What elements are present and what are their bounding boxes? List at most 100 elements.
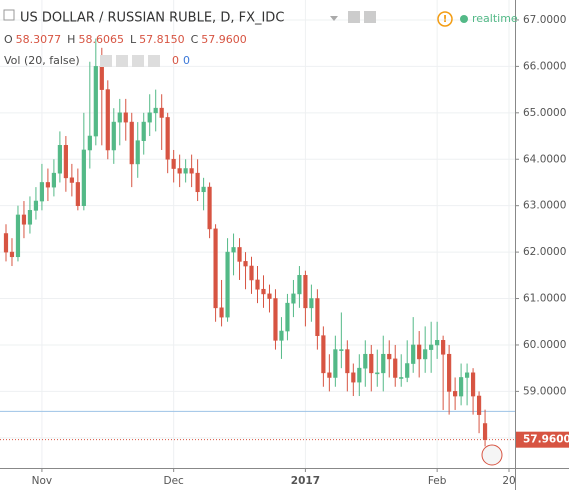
y-tick-label: 65.0000 <box>523 107 566 119</box>
candle-body <box>351 372 356 383</box>
status-dot <box>460 15 468 23</box>
plot <box>0 38 515 447</box>
vol-hide-icon[interactable] <box>116 55 128 67</box>
candle-body <box>447 353 452 392</box>
candle-body <box>345 349 350 374</box>
x-tick-label: 2017 <box>291 475 320 487</box>
candle-body <box>441 340 446 355</box>
candle-body <box>423 349 428 360</box>
candle-body <box>464 372 470 378</box>
ohlc-legend: O 58.3077 H 58.6065 L 57.8150 C 57.9600 <box>4 33 247 46</box>
symbol-icon[interactable] <box>3 9 15 21</box>
candle-body <box>3 233 9 253</box>
vol-settings-icon[interactable] <box>100 55 112 67</box>
candle-body <box>405 363 410 378</box>
candle-body <box>135 140 140 165</box>
candle-body <box>381 353 386 374</box>
candle-body <box>291 293 296 304</box>
candle-body <box>243 261 248 267</box>
candle-body <box>189 168 194 174</box>
candle-body <box>476 395 482 415</box>
chart-title: US DOLLAR / RUSSIAN RUBLE, D, FX_IDC <box>20 11 284 26</box>
x-tick-label: Feb <box>428 475 447 487</box>
candle-body <box>453 391 458 397</box>
candle-body <box>399 377 404 379</box>
y-tick-label: 66.0000 <box>523 60 566 72</box>
candle-body <box>387 353 392 360</box>
ohlc-key: H <box>67 33 75 46</box>
candle-body <box>303 275 308 309</box>
candle-body <box>231 247 236 253</box>
candle-body <box>339 349 344 351</box>
candle-body <box>75 182 80 206</box>
candle-body <box>273 298 278 341</box>
candle-body <box>105 89 110 151</box>
candle-body <box>99 66 104 90</box>
candle-body <box>9 251 15 258</box>
candle-body <box>470 372 476 397</box>
candle-body <box>141 121 146 141</box>
vol-more-icon[interactable] <box>132 55 144 67</box>
candle-body <box>93 66 98 137</box>
ohlc-value: 58.6065 <box>78 33 124 46</box>
candle-body <box>201 186 206 193</box>
candle-body <box>153 107 158 114</box>
x-tick-label: Nov <box>32 475 53 487</box>
candle-body <box>363 353 368 369</box>
candle-body <box>297 275 302 295</box>
y-tick-label: 63.0000 <box>523 200 566 212</box>
candle-body <box>369 353 374 374</box>
candle-body <box>123 112 128 123</box>
candle-body <box>375 372 380 375</box>
candle-body <box>183 168 188 174</box>
candle-body <box>357 367 362 383</box>
status-text: realtime <box>472 12 518 25</box>
candle-body <box>261 288 266 295</box>
ohlc-value: 57.8150 <box>139 33 185 46</box>
candle-body <box>39 182 45 202</box>
ohlc-value: 57.9600 <box>201 33 247 46</box>
y-tick-label: 67.0000 <box>523 14 566 26</box>
settings-icon[interactable] <box>348 11 360 23</box>
candle-body <box>69 177 74 183</box>
candle-body <box>482 423 488 440</box>
y-tick-label: 60.0000 <box>523 339 566 351</box>
candle-body <box>81 149 86 206</box>
candle-body <box>333 349 338 378</box>
candle-body <box>459 377 464 397</box>
ohlc-value: 58.3077 <box>16 33 62 46</box>
volume-value: 0 <box>172 54 179 67</box>
candle-body <box>327 372 332 378</box>
candle-body <box>159 107 164 118</box>
candle-body <box>111 121 116 151</box>
candle-body <box>27 210 33 225</box>
candle-body <box>33 200 39 211</box>
vol-remove-icon[interactable] <box>148 55 160 67</box>
candle-body <box>321 335 326 374</box>
candle-body <box>249 265 254 281</box>
y-tick-label: 64.0000 <box>523 153 566 165</box>
candle-body <box>417 344 422 360</box>
candle-body <box>279 330 284 341</box>
ohlc-key: C <box>191 33 199 46</box>
warning-icon[interactable] <box>437 11 453 27</box>
candle-body <box>435 340 440 346</box>
candle-body <box>45 182 51 188</box>
y-tick-label: 61.0000 <box>523 293 566 305</box>
hide-icon[interactable] <box>364 11 376 23</box>
candle-body <box>411 344 416 364</box>
dropdown-caret[interactable] <box>330 16 338 21</box>
flag-icon[interactable] <box>481 444 503 466</box>
candle-body <box>255 279 260 290</box>
candle-body <box>309 298 314 309</box>
y-tick-label: 59.0000 <box>523 385 566 397</box>
candle-body <box>63 145 68 179</box>
last-price-label: 57.9600 <box>523 434 569 446</box>
ohlc-key: O <box>4 33 13 46</box>
candle-body <box>177 168 182 174</box>
candle-body <box>219 307 224 318</box>
candle-body <box>429 344 434 350</box>
last-price-box <box>516 431 569 448</box>
candle-body <box>147 112 152 123</box>
